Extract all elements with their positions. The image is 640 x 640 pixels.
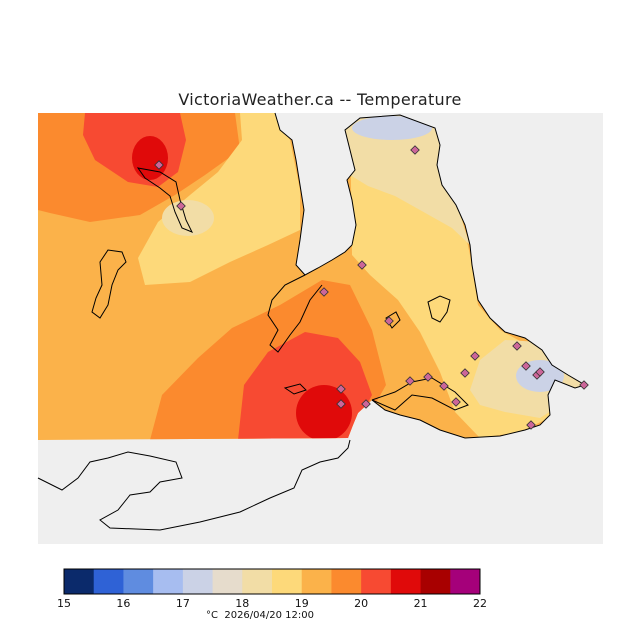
station-marker[interactable]: [336, 399, 346, 409]
station-marker[interactable]: [405, 376, 415, 386]
island-north: [136, 167, 194, 233]
coastline-south-arm: [371, 377, 469, 411]
station-marker[interactable]: [319, 287, 329, 297]
coastline-inlet: [267, 274, 323, 353]
zone-16-17-north: [352, 116, 432, 140]
scale-swatch: [123, 569, 154, 594]
scale-tick-label: 19: [294, 597, 309, 610]
scale-tick-label: 20: [354, 597, 369, 610]
station-marker[interactable]: [526, 420, 536, 430]
zone-17-18-north: [162, 200, 214, 236]
coastline-west: [274, 112, 353, 276]
temperature-zones: [38, 113, 585, 440]
scale-tick-label: 21: [413, 597, 428, 610]
scale-tick-label: 15: [57, 597, 71, 610]
map-caption: °C 2026/04/20 12:00: [206, 610, 314, 621]
station-marker[interactable]: [336, 384, 346, 394]
scale-swatch: [301, 569, 332, 594]
timestamp-label: 2026/04/20 12:00: [224, 610, 314, 621]
scale-swatch: [420, 569, 451, 594]
scale-swatch: [272, 569, 303, 594]
color-scale-labels: 15 16 17 18 19 20 21 22: [0, 597, 640, 611]
station-marker[interactable]: [470, 351, 480, 361]
station-marker[interactable]: [535, 367, 545, 377]
station-marker[interactable]: [361, 399, 371, 409]
scale-swatch: [153, 569, 184, 594]
station-marker[interactable]: [176, 201, 186, 211]
temperature-color-scale: [63, 568, 481, 595]
island-lake-east: [427, 295, 451, 323]
map-title: VictoriaWeather.ca -- Temperature: [178, 90, 462, 109]
station-marker[interactable]: [384, 316, 394, 326]
station-marker[interactable]: [410, 145, 420, 155]
scale-tick-label: 22: [473, 597, 487, 610]
scale-swatch: [64, 569, 95, 594]
scale-tick-label: 16: [116, 597, 131, 610]
unit-label: °C: [206, 610, 218, 621]
station-marker[interactable]: [451, 397, 461, 407]
island-west: [91, 249, 127, 319]
coastline-southern-land: [37, 439, 351, 531]
scale-swatch: [450, 569, 481, 594]
station-marker[interactable]: [521, 361, 531, 371]
scale-swatch: [390, 569, 422, 594]
station-marker[interactable]: [512, 341, 522, 351]
scale-swatch: [182, 569, 214, 594]
station-marker[interactable]: [423, 372, 433, 382]
station-marker[interactable]: [579, 380, 589, 390]
scale-swatch: [361, 569, 392, 594]
scale-outline: [63, 568, 481, 595]
scale-tick-label: 17: [175, 597, 190, 610]
scale-swatch: [242, 569, 273, 594]
scale-swatch: [212, 569, 243, 594]
station-marker[interactable]: [439, 381, 449, 391]
scale-swatch: [331, 569, 362, 594]
coastlines: [37, 112, 587, 531]
weather-stations[interactable]: [154, 145, 589, 430]
island-south: [283, 383, 307, 395]
zone-18-19-north: [138, 113, 300, 285]
zone-22-south: [296, 385, 352, 440]
station-marker[interactable]: [460, 368, 470, 378]
scale-swatch: [93, 569, 124, 594]
scale-tick-label: 18: [235, 597, 250, 610]
station-marker[interactable]: [357, 260, 367, 270]
zone-17-18-east: [342, 113, 470, 245]
coastline-peninsula: [344, 114, 587, 439]
station-marker[interactable]: [154, 160, 164, 170]
